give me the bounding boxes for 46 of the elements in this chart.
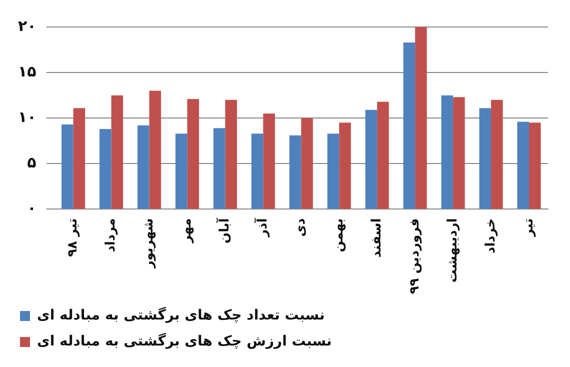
x-tick-label: مرداد — [104, 218, 119, 252]
y-tick-label: ۲۰ — [18, 16, 36, 35]
x-tick-label: شهریور — [142, 218, 157, 270]
bar — [100, 129, 112, 209]
bar — [377, 102, 389, 209]
x-tick-label: خرداد — [483, 218, 498, 254]
x-tick-label: آذر — [254, 218, 271, 238]
x-tick-label: بهمن — [332, 218, 347, 252]
x-tick-label: تیر — [521, 218, 536, 238]
bar — [187, 98, 199, 209]
y-tick-label: ۱۵ — [18, 62, 36, 80]
bar — [415, 27, 427, 209]
y-tick-label: ۰ — [27, 199, 36, 218]
legend-label: نسبت ارزش چک های برگشتی به مبادله ای — [37, 332, 332, 350]
bar — [62, 124, 74, 209]
bar — [301, 118, 313, 209]
y-tick-label: ۱۰ — [18, 108, 36, 126]
bar — [289, 135, 302, 209]
bar — [175, 134, 188, 209]
x-tick-label: تیر ۹۸ — [66, 218, 81, 257]
x-tick-label: اسفند — [369, 218, 384, 258]
bar — [529, 122, 541, 209]
bar — [365, 110, 378, 209]
y-tick-label: ۵ — [27, 154, 36, 172]
bar — [149, 90, 162, 209]
bar — [213, 128, 226, 209]
bar — [479, 108, 492, 209]
x-tick-label: دی — [294, 218, 309, 237]
x-tick-label: فروردین ۹۹ — [407, 218, 422, 294]
bar — [441, 95, 454, 209]
bar — [327, 134, 340, 209]
bar — [73, 108, 86, 209]
bar — [111, 95, 124, 209]
bar — [137, 125, 150, 209]
x-tick-label: آبان — [216, 218, 233, 244]
bar — [403, 42, 416, 209]
bar — [339, 122, 351, 209]
bar — [263, 114, 275, 209]
legend-label: نسبت تعداد چک های برگشتی به مبادله ای — [37, 306, 325, 324]
x-tick-label: مهر — [180, 218, 195, 244]
bar — [491, 100, 503, 209]
bar — [517, 122, 530, 209]
x-tick-label: اردیبهشت — [445, 218, 460, 283]
bar — [453, 97, 465, 209]
bar — [251, 134, 264, 209]
bar — [225, 100, 237, 209]
